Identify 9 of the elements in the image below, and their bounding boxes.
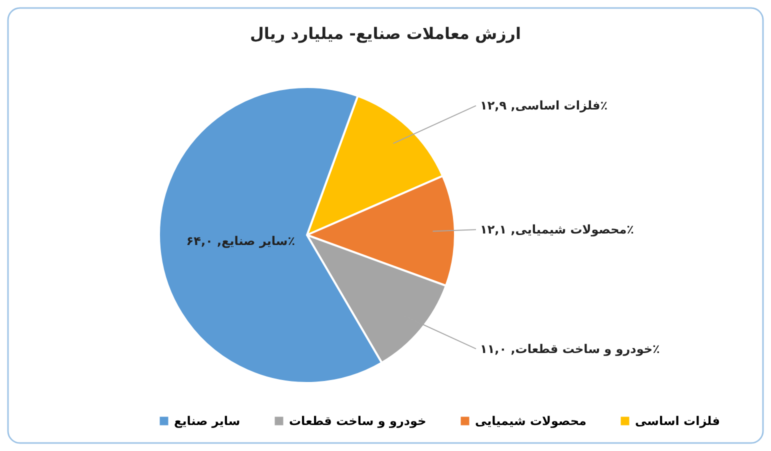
data-label: خودرو و ساخت قطعات, ۱۱,۰٪ xyxy=(480,342,660,356)
data-label: فلزات اساسی, ۱۲,۹٪ xyxy=(480,98,608,113)
chart-title: ارزش معاملات صنایع- میلیارد ریال xyxy=(250,24,521,43)
legend-label: محصولات شیمیایی xyxy=(475,414,586,428)
data-label: سایر صنایع, ۶۴,۰٪ xyxy=(186,234,296,248)
data-label: محصولات شیمیایی, ۱۲,۱٪ xyxy=(480,222,634,237)
legend-label: سایر صنایع xyxy=(174,414,240,428)
legend-label: خودرو و ساخت قطعات xyxy=(289,414,426,428)
legend-label: فلزات اساسی xyxy=(635,414,720,428)
